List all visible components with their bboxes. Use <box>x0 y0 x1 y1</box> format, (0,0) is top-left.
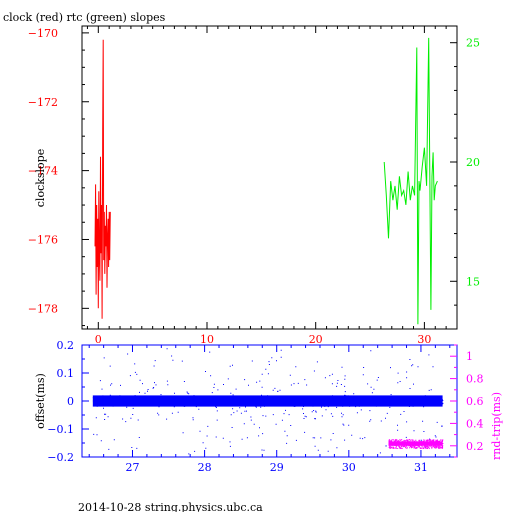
bottom-left-tick-label: −0.2 <box>47 451 74 464</box>
bottom-panel: 27 28 29 30 31 0.2 0.1 0 −0.1 −0.2 1 0.8 0.6 0.4 0.2… <box>34 339 503 474</box>
top-plot-frame <box>81 25 458 330</box>
footer-text: 2014-10-28 string.physics.ubc.ca <box>78 501 263 512</box>
bottom-x-ticks: 27 28 29 30 31 <box>88 345 451 474</box>
top-right-tick-label: 15 <box>466 275 480 288</box>
bottom-x-tick-label: 28 <box>198 461 212 474</box>
top-x-tick-label: 30 <box>417 333 431 346</box>
top-x-tick-label: 10 <box>200 333 214 346</box>
top-right-tick-label: 25 <box>466 37 480 50</box>
bottom-right-tick-label: 0.2 <box>466 440 484 453</box>
bottom-right-tick-label: 1 <box>466 350 473 363</box>
bottom-left-y-label: offset(ms) <box>34 373 47 429</box>
bottom-left-tick-label: 0.2 <box>57 339 75 352</box>
bottom-right-y-label: rnd-trip(ms) <box>490 392 503 460</box>
top-series-line-red <box>94 39 111 319</box>
top-x-tick-label: 20 <box>309 333 323 346</box>
bottom-left-tick-label: 0 <box>67 395 74 408</box>
chart-title: clock (red) rtc (green) slopes <box>3 11 166 24</box>
top-left-tick-label: −174 <box>28 165 58 178</box>
bottom-left-tick-label: 0.1 <box>57 367 75 380</box>
bottom-scatter <box>92 348 444 455</box>
bottom-left-ticks: 0.2 0.1 0 −0.1 −0.2 <box>47 339 89 464</box>
top-x-tick-label: 0 <box>95 333 102 346</box>
bottom-left-tick-label: −0.1 <box>47 423 74 436</box>
top-series <box>94 37 438 325</box>
roundtrip-dense-band <box>388 441 443 446</box>
bottom-x-tick-label: 31 <box>414 461 428 474</box>
bottom-right-tick-label: 0.6 <box>466 395 484 408</box>
top-left-tick-label: −176 <box>28 233 58 246</box>
top-right-tick-label: 20 <box>466 156 480 169</box>
top-left-tick-label: −172 <box>28 96 58 109</box>
bottom-x-tick-label: 30 <box>342 461 356 474</box>
bottom-x-tick-label: 27 <box>125 461 139 474</box>
offset-dense-band <box>92 395 443 407</box>
top-right-ticks: 15 20 25 <box>450 37 480 330</box>
top-x-ticks: 0 10 20 30 <box>86 26 458 346</box>
top-left-tick-label: −178 <box>28 302 58 315</box>
top-left-tick-label: −170 <box>28 27 58 40</box>
top-panel: 0 10 20 30 −170 −172 −174 −176 −178 15 20 25 cloc… <box>28 25 480 346</box>
bottom-right-tick-label: 0.4 <box>466 417 484 430</box>
bottom-right-tick-label: 0.8 <box>466 373 484 386</box>
bottom-right-ticks: 1 0.8 0.6 0.4 0.2 <box>450 344 484 458</box>
top-left-ticks: −170 −172 −174 −176 −178 <box>28 27 89 327</box>
top-series-line-green <box>383 37 438 325</box>
bottom-x-tick-label: 29 <box>270 461 284 474</box>
top-y-axis-label: clockslope <box>34 149 47 207</box>
